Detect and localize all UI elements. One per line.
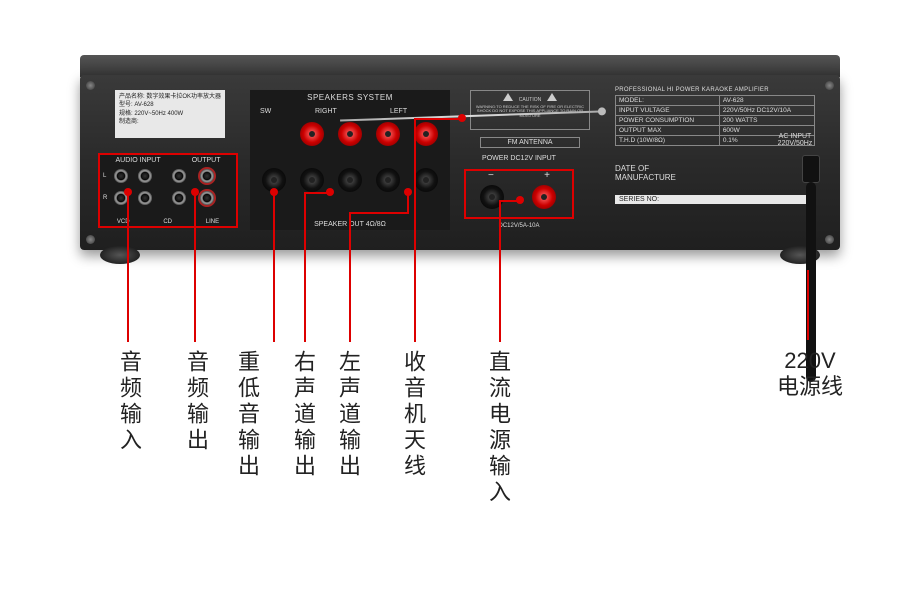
- rca-jack[interactable]: [172, 191, 186, 205]
- product-label-line4: 制造商:: [119, 118, 221, 126]
- screw-icon: [825, 81, 834, 90]
- audio-output-label: OUTPUT: [192, 157, 221, 164]
- callout-bar: [499, 200, 521, 202]
- power-bottom-label: DC12V/5A-10A: [458, 223, 580, 229]
- screw-icon: [825, 235, 834, 244]
- warning-icon: [503, 93, 513, 101]
- power-title: POWER DC12V INPUT: [458, 155, 580, 162]
- table-row: MODEL:AV-628: [616, 96, 815, 106]
- binding-post[interactable]: [338, 122, 362, 146]
- rca-jack[interactable]: [114, 169, 128, 183]
- audio-footer: VCD CD LINE: [100, 219, 236, 225]
- binding-post[interactable]: [376, 122, 400, 146]
- audio-input-label: AUDIO INPUT: [116, 157, 161, 164]
- callout-bar: [349, 212, 408, 214]
- rca-jack[interactable]: [172, 169, 186, 183]
- power-dc12v-panel: POWER DC12V INPUT − + DC12V/5A-10A: [458, 157, 580, 227]
- callout-line: [127, 192, 129, 342]
- amplifier-top-edge: [80, 55, 840, 77]
- callout-line: [407, 192, 409, 214]
- callout-line: [807, 270, 809, 340]
- callout-line: [414, 118, 416, 342]
- binding-post[interactable]: [338, 168, 362, 192]
- product-label-line3: 规格: 220V~50Hz 400W: [119, 110, 221, 118]
- caution-panel: CAUTION WARNING:TO REDUCE THE RISK OF FI…: [470, 90, 590, 130]
- binding-post[interactable]: [414, 168, 438, 192]
- callout-audio-output: 音频输出: [185, 350, 207, 454]
- fm-antenna-label: FM ANTENNA: [480, 137, 580, 148]
- callout-radio-antenna: 收音机天线: [402, 350, 424, 480]
- date-of-manufacture-label: DATE OF MANUFACTURE: [615, 165, 676, 183]
- callout-line: [499, 200, 501, 342]
- callout-line: [304, 192, 306, 342]
- screw-icon: [86, 235, 95, 244]
- series-no-label: SERIES NO:: [615, 195, 815, 204]
- binding-post[interactable]: [300, 122, 324, 146]
- speaker-title: SPEAKERS SYSTEM: [250, 93, 450, 102]
- callout-220v-cord: 220V 电源线: [770, 348, 850, 401]
- rca-jack[interactable]: [200, 191, 214, 205]
- binding-post[interactable]: [414, 122, 438, 146]
- plus-icon: +: [544, 170, 550, 181]
- table-row: POWER CONSUMPTION200 WATTS: [616, 116, 815, 126]
- binding-post[interactable]: [532, 185, 556, 209]
- binding-post[interactable]: [300, 168, 324, 192]
- cord-clamp: [802, 155, 820, 183]
- audio-header: AUDIO INPUT OUTPUT: [100, 157, 236, 164]
- callout-line: [349, 212, 351, 342]
- callout-line: [273, 192, 275, 342]
- power-redbox: − +: [464, 169, 574, 219]
- rca-jack[interactable]: [138, 191, 152, 205]
- caution-title: CAUTION: [519, 97, 542, 103]
- product-label: 产品名称: 数字效果卡拉OK功率放大器 型号: AV-628 规格: 220V~…: [115, 90, 225, 138]
- callout-subwoofer-output: 重低音输出: [236, 350, 258, 480]
- callout-audio-input: 音频输入: [118, 350, 140, 454]
- callout-line: [194, 192, 196, 342]
- speaker-panel: SPEAKERS SYSTEM SW RIGHT LEFT SPEAKER OU…: [250, 90, 450, 230]
- binding-post[interactable]: [376, 168, 400, 192]
- line-label: LINE: [206, 219, 219, 225]
- minus-icon: −: [488, 170, 494, 181]
- antenna-tip: [598, 107, 606, 115]
- sw-label: SW: [260, 108, 271, 115]
- table-row: INPUT VULTAGE220V/50Hz DC12V/10A: [616, 106, 815, 116]
- right-channel-label: R: [103, 195, 107, 201]
- ac-input-label: AC INPUT 220V/50Hz: [760, 133, 830, 147]
- rca-jack[interactable]: [200, 169, 214, 183]
- warning-icon: [547, 93, 557, 101]
- callout-left-channel: 左声道输出: [337, 350, 359, 480]
- callout-bar: [304, 192, 331, 194]
- callout-right-channel: 右声道输出: [292, 350, 314, 480]
- spec-top-label: PROFESSIONAL HI POWER KARAOKE AMPLIFIER: [615, 87, 815, 93]
- callout-bar: [414, 118, 462, 120]
- left-channel-label: L: [103, 173, 106, 179]
- left-label: LEFT: [390, 108, 407, 115]
- screw-icon: [86, 81, 95, 90]
- right-label: RIGHT: [315, 108, 337, 115]
- product-label-line2: 型号: AV-628: [119, 101, 221, 109]
- callout-dc-power-input: 直流电源输入: [487, 350, 509, 506]
- product-label-line1: 产品名称: 数字效果卡拉OK功率放大器: [119, 93, 221, 101]
- foot-left: [100, 246, 140, 264]
- audio-io-panel: AUDIO INPUT OUTPUT L R VCD CD LINE: [98, 153, 238, 228]
- cd-label: CD: [163, 219, 172, 225]
- rca-jack[interactable]: [138, 169, 152, 183]
